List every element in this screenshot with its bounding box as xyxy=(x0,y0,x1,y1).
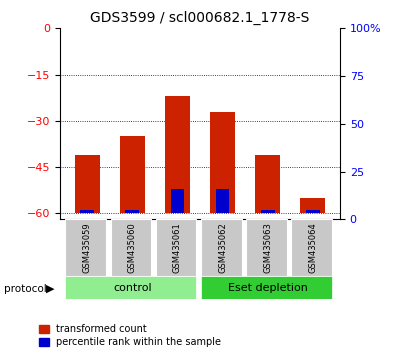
Text: ▶: ▶ xyxy=(46,284,54,293)
Bar xyxy=(201,276,332,299)
Bar xyxy=(66,276,196,299)
Bar xyxy=(210,112,235,213)
Bar xyxy=(110,219,151,276)
Bar xyxy=(75,155,100,213)
Text: GSM435059: GSM435059 xyxy=(82,222,92,273)
Bar xyxy=(156,219,196,276)
Bar xyxy=(165,96,190,213)
Bar xyxy=(291,219,332,276)
Text: Eset depletion: Eset depletion xyxy=(228,282,308,293)
Text: GSM435063: GSM435063 xyxy=(263,222,272,273)
Bar xyxy=(261,210,274,213)
Bar xyxy=(255,155,280,213)
Bar xyxy=(126,210,139,213)
Text: GSM435064: GSM435064 xyxy=(308,222,318,273)
Bar xyxy=(300,198,325,213)
Bar xyxy=(246,219,287,276)
Text: control: control xyxy=(113,282,152,293)
Legend: transformed count, percentile rank within the sample: transformed count, percentile rank withi… xyxy=(37,322,223,349)
Bar xyxy=(170,189,184,213)
Bar xyxy=(66,219,106,276)
Text: GSM435061: GSM435061 xyxy=(173,222,182,273)
Title: GDS3599 / scl000682.1_1778-S: GDS3599 / scl000682.1_1778-S xyxy=(90,10,310,24)
Text: GSM435060: GSM435060 xyxy=(128,222,137,273)
Bar xyxy=(306,210,320,213)
Bar xyxy=(216,189,230,213)
Bar xyxy=(80,210,94,213)
Bar xyxy=(201,219,242,276)
Bar xyxy=(120,136,145,213)
Text: GSM435062: GSM435062 xyxy=(218,222,227,273)
Text: protocol: protocol xyxy=(4,284,47,293)
